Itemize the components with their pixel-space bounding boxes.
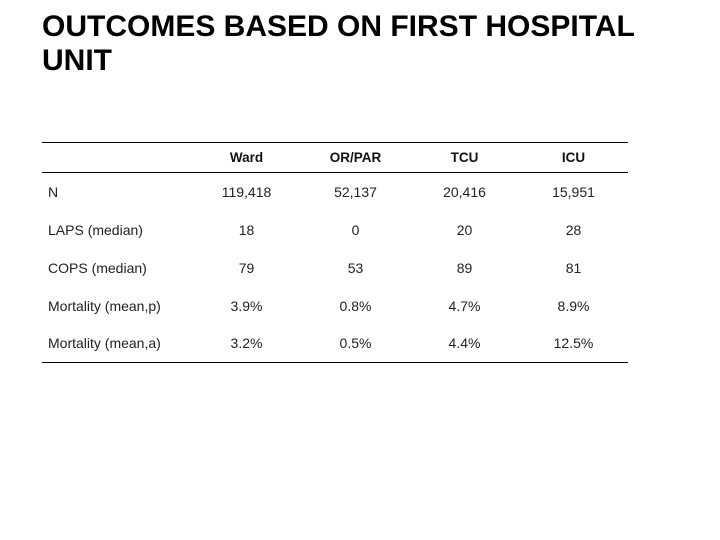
cell-value: 3.9%	[230, 297, 263, 314]
table-row: LAPS (median) 18 0 20 28	[42, 211, 628, 249]
cell-value: 81	[565, 259, 582, 276]
cell-value: 119,418	[221, 183, 272, 200]
cell-value: 89	[456, 259, 473, 276]
column-header-empty	[42, 142, 192, 173]
table-header-row: Ward OR/PAR TCU ICU	[42, 142, 628, 173]
column-header-ward: Ward	[192, 142, 301, 173]
cell-value: 20,416	[443, 183, 486, 200]
cell-value: 79	[238, 259, 255, 276]
cell-value: 20	[456, 221, 473, 238]
cell-value: 4.7%	[448, 297, 481, 314]
cell-value: 0	[351, 221, 360, 238]
page-title: OUTCOMES BASED ON FIRST HOSPITAL UNIT	[42, 10, 635, 77]
cell-value: 8.9%	[557, 297, 590, 314]
column-header-icu: ICU	[519, 142, 628, 173]
cell-value: 0.5%	[301, 324, 410, 363]
cell-value: 15,951	[552, 183, 595, 200]
column-header-tcu: TCU	[410, 142, 519, 173]
row-label: Mortality (mean,a)	[42, 324, 192, 363]
row-label: LAPS (median)	[48, 221, 143, 238]
cell-value: 4.4%	[410, 324, 519, 363]
row-label: Mortality (mean,p)	[48, 297, 161, 314]
table-row: COPS (median) 79 53 89 81	[42, 249, 628, 287]
cell-value: 28	[565, 221, 582, 238]
table-row: N 119,418 52,137 20,416 15,951	[42, 173, 628, 211]
cell-value: 0.8%	[339, 297, 372, 314]
row-label: COPS (median)	[48, 259, 147, 276]
table-row: Mortality (mean,p) 3.9% 0.8% 4.7% 8.9%	[42, 287, 628, 325]
cell-value: 52,137	[334, 183, 377, 200]
cell-value: 3.2%	[192, 324, 301, 363]
cell-value: 18	[238, 221, 255, 238]
table-row: Mortality (mean,a) 3.2% 0.5% 4.4% 12.5%	[42, 324, 628, 363]
row-label: N	[48, 183, 59, 200]
column-header-orpar: OR/PAR	[301, 142, 410, 173]
outcomes-table: Ward OR/PAR TCU ICU N 119,418 52,137 20,…	[42, 142, 628, 363]
cell-value: 12.5%	[519, 324, 628, 363]
cell-value: 53	[347, 259, 364, 276]
